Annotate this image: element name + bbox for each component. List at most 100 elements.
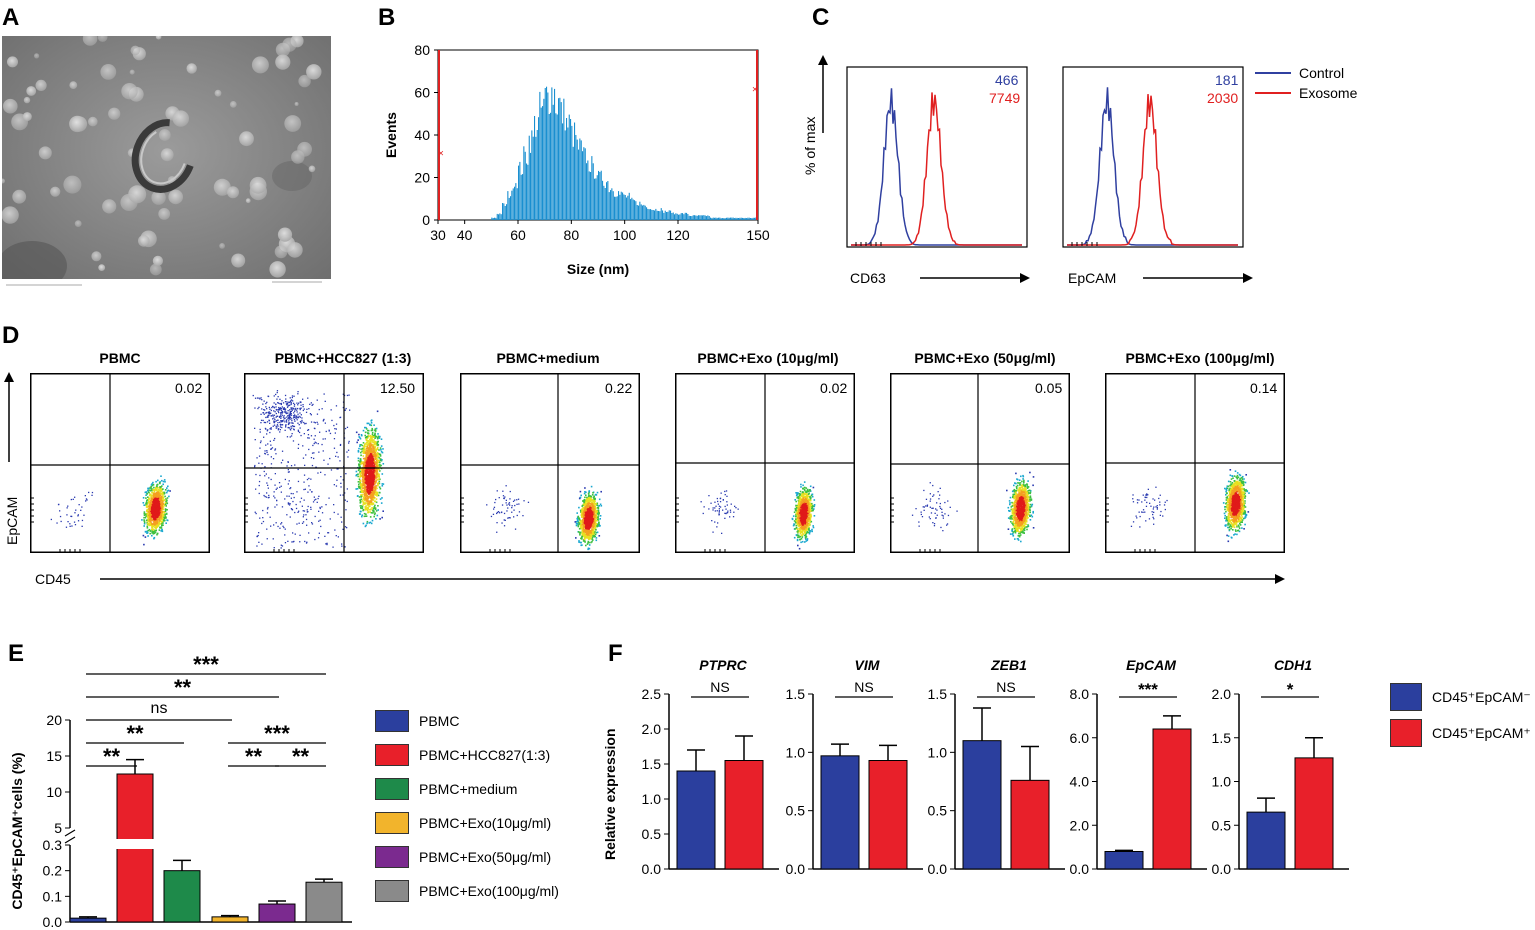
event-dot bbox=[341, 543, 342, 544]
histogram-bar bbox=[597, 175, 598, 220]
vesicle bbox=[278, 228, 292, 242]
event-dot bbox=[368, 493, 370, 495]
event-dot bbox=[313, 501, 314, 502]
event-dot bbox=[506, 500, 507, 501]
event-dot bbox=[371, 430, 373, 432]
event-dot bbox=[163, 508, 165, 510]
event-dot bbox=[377, 515, 379, 517]
event-dot bbox=[285, 479, 286, 480]
event-dot bbox=[297, 411, 298, 412]
event-dot bbox=[588, 494, 590, 496]
event-dot bbox=[360, 481, 362, 483]
event-dot bbox=[371, 465, 373, 467]
histogram-bar bbox=[505, 206, 506, 220]
histogram-bar bbox=[513, 188, 514, 220]
event-dot bbox=[359, 464, 361, 466]
event-dot bbox=[154, 517, 156, 519]
event-dot bbox=[145, 515, 147, 517]
event-dot bbox=[576, 518, 578, 520]
vesicle bbox=[3, 99, 18, 114]
event-dot bbox=[157, 500, 159, 502]
histogram-bar bbox=[497, 214, 498, 220]
event-dot bbox=[380, 455, 382, 457]
vesicle bbox=[63, 176, 81, 194]
event-dot bbox=[281, 492, 282, 493]
event-dot bbox=[504, 513, 505, 514]
event-dot bbox=[371, 420, 373, 422]
flow-title-3: PBMC+medium bbox=[458, 350, 638, 366]
event-dot bbox=[334, 484, 335, 485]
event-dot bbox=[317, 502, 318, 503]
event-dot bbox=[285, 408, 286, 409]
event-dot bbox=[380, 498, 382, 500]
histogram-bar bbox=[566, 118, 567, 220]
event-dot bbox=[320, 526, 321, 527]
event-dot bbox=[282, 424, 283, 425]
event-dot bbox=[601, 505, 603, 507]
histogram-bar bbox=[678, 215, 679, 220]
event-dot bbox=[586, 511, 588, 513]
event-dot bbox=[363, 481, 365, 483]
event-dot bbox=[516, 504, 517, 505]
event-dot bbox=[287, 415, 288, 416]
histogram-bar bbox=[618, 191, 619, 220]
event-dot bbox=[578, 526, 580, 528]
event-dot bbox=[320, 520, 321, 521]
event-dot bbox=[382, 510, 384, 512]
histogram-bar bbox=[515, 183, 516, 220]
event-dot bbox=[154, 503, 156, 505]
event-dot bbox=[281, 403, 282, 404]
event-dot bbox=[280, 418, 281, 419]
histogram-bar bbox=[563, 99, 564, 220]
event-dot bbox=[92, 492, 93, 493]
event-dot bbox=[165, 502, 167, 504]
histogram-bar bbox=[717, 218, 718, 220]
event-dot bbox=[523, 500, 524, 501]
event-dot bbox=[260, 442, 261, 443]
histogram-bar bbox=[715, 218, 716, 220]
event-dot bbox=[269, 432, 270, 433]
event-dot bbox=[365, 525, 367, 527]
event-dot bbox=[361, 514, 363, 516]
histogram-bar bbox=[747, 218, 748, 220]
event-dot bbox=[268, 477, 269, 478]
epcam-axis-label: EpCAM bbox=[1068, 270, 1116, 286]
event-dot bbox=[336, 428, 337, 429]
event-dot bbox=[277, 422, 278, 423]
histogram-bar bbox=[629, 193, 630, 220]
histogram-bar bbox=[591, 156, 592, 220]
event-dot bbox=[266, 492, 267, 493]
event-dot bbox=[263, 437, 264, 438]
event-dot bbox=[372, 485, 374, 487]
event-dot bbox=[583, 500, 585, 502]
event-dot bbox=[304, 423, 305, 424]
event-dot bbox=[304, 541, 305, 542]
event-dot bbox=[262, 510, 263, 511]
event-dot bbox=[164, 517, 166, 519]
event-dot bbox=[301, 417, 302, 418]
histogram-bar bbox=[738, 218, 739, 220]
event-dot bbox=[256, 545, 257, 546]
event-dot bbox=[579, 519, 581, 521]
event-dot bbox=[308, 506, 309, 507]
event-dot bbox=[372, 432, 374, 434]
event-dot bbox=[297, 404, 298, 405]
event-dot bbox=[149, 529, 151, 531]
histogram-bar bbox=[627, 196, 628, 220]
histogram-bar bbox=[546, 87, 547, 220]
event-dot bbox=[587, 517, 589, 519]
event-dot bbox=[270, 517, 271, 518]
histogram-bar bbox=[599, 172, 600, 220]
event-dot bbox=[504, 519, 505, 520]
event-dot bbox=[288, 402, 289, 403]
histogram-bar bbox=[609, 192, 610, 220]
vesicle bbox=[239, 131, 254, 146]
event-dot bbox=[265, 422, 266, 423]
histogram-bar bbox=[697, 216, 698, 220]
event-dot bbox=[309, 437, 310, 438]
histogram-bar bbox=[658, 211, 659, 220]
histogram-bar bbox=[665, 211, 666, 220]
event-dot bbox=[375, 450, 377, 452]
event-dot bbox=[290, 503, 291, 504]
legend-exosome: Exosome bbox=[1255, 83, 1375, 103]
